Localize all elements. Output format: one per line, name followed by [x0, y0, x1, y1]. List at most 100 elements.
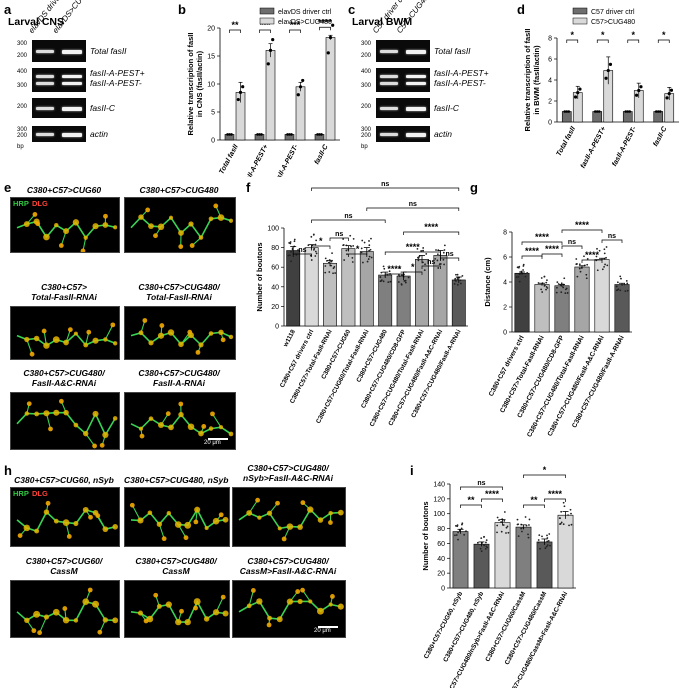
chart-i-data-point [463, 533, 466, 536]
chart-g-data-point [623, 283, 626, 286]
chart-i-data-point [546, 537, 549, 539]
gel-a-ladder-label: 300 [17, 127, 28, 133]
gel-a-ladder-label: 300 [17, 41, 28, 47]
chart-f-data-point [314, 250, 317, 253]
gel-c-ladder-label: 200 [361, 104, 372, 110]
chart-i-data-point [516, 518, 519, 521]
chart-g-data-point [617, 288, 620, 291]
chart-g-data-point [575, 258, 578, 260]
chart-i-data-point [454, 534, 456, 537]
chart-g-data-point [620, 277, 622, 280]
panel-letter-f: f [246, 180, 251, 195]
chart-b-data-point [268, 48, 273, 53]
chart-g-y-tick-label: 6 [503, 255, 507, 262]
chart-f-data-point [332, 272, 334, 275]
chart-g-data-point [566, 292, 569, 294]
chart-b-legend-label: elavDS driver ctrl [278, 9, 332, 16]
chart-f-y-tick-label: 20 [271, 304, 279, 311]
chart-b-y-tick-label: 0 [211, 138, 215, 145]
chart-b-sig-bracket [289, 29, 301, 33]
chart-f-data-point [403, 280, 406, 282]
chart-f-y-tick-label: 80 [271, 245, 279, 252]
chart-f-data-point [453, 279, 456, 282]
e-genotype-label: C380+C57>CUG60 [26, 185, 102, 195]
chart-f-sig-label: ns [344, 213, 352, 220]
e-genotype-label: C380+C57>CUG480/ FasII-A-RNAi [138, 368, 220, 388]
chart-f-data-point [456, 283, 459, 286]
chart-i-data-point [455, 534, 458, 536]
chart-f-data-point [350, 245, 352, 248]
chart-f-sig-bracket [403, 271, 423, 275]
chart-i-sig-bracket [523, 504, 545, 508]
chart-d-x-tick-label: fasII-A-PEST+ [580, 126, 608, 170]
chart-d-data-point [604, 76, 608, 80]
chart-i-sig-label: **** [485, 489, 500, 499]
gel-a-row-label: Total fasII [90, 46, 127, 56]
chart-f-data-point [423, 269, 426, 272]
chart-i-data-point [476, 541, 479, 544]
chart-b-sig-label: **** [318, 17, 333, 27]
chart-f-data-point [330, 264, 332, 267]
chart-g-data-point [576, 275, 579, 278]
chart-d-data-point [665, 96, 669, 100]
chart-b-data-point [226, 133, 229, 136]
chart-g-data-point [518, 273, 521, 276]
e-nmj-drawing [130, 203, 234, 250]
chart-b-x-tick-label: fasII-C [314, 143, 331, 166]
chart-b-data-point [286, 133, 289, 136]
h-genotype-label: C380+C57>CUG480, nSyb [124, 475, 229, 485]
chart-f-sig-label: **** [387, 264, 402, 274]
chart-i-data-point [541, 535, 543, 538]
chart-g-data-point [526, 271, 529, 274]
e-stain-dlg: DLG [32, 199, 48, 208]
chart-d-y-tick-label: 0 [548, 120, 552, 127]
chart-b-x-tick-label: fasII-A-PEST- [273, 143, 300, 177]
chart-f-data-point [380, 279, 383, 282]
chart-b-data-point [290, 133, 293, 136]
chart-f-data-point [442, 258, 445, 261]
chart-f-sig-bracket [311, 245, 331, 249]
chart-i-data-point [460, 527, 463, 530]
chart-g-y-tick-label: 2 [503, 305, 507, 312]
e-micrograph [124, 306, 236, 360]
chart-g-data-point [595, 255, 598, 258]
chart-g-x-tick-label: C380+C57 drivers ctrl [488, 335, 526, 398]
chart-f-y-axis-label: Number of boutons [255, 242, 264, 311]
chart-b-data-point [316, 133, 319, 136]
chart-d-data-point [654, 110, 658, 113]
chart-i-data-point [569, 508, 572, 511]
gel-c-band [380, 82, 398, 86]
e-micrograph [10, 392, 120, 450]
chart-b-data-point [258, 133, 261, 136]
chart-g-data-point [586, 257, 589, 260]
chart-f-data-point [346, 253, 348, 256]
chart-g-data-point [545, 288, 547, 291]
chart-b-legend-swatch [259, 17, 275, 25]
chart-f-data-point [434, 257, 437, 260]
chart-i-data-point [483, 543, 486, 546]
chart-g-data-point [601, 268, 604, 271]
chart-g-data-point [555, 291, 558, 294]
chart-f-data-point [398, 267, 401, 269]
gel-a-band [36, 132, 54, 136]
panel-letter-c: c [348, 2, 356, 17]
chart-f-data-point [389, 280, 392, 283]
chart-g-data-point [579, 270, 582, 273]
h-genotype-label: C380+C57>CUG480/ nSyb>FasII-A&C-RNAi [243, 463, 333, 483]
chart-f-data-point [312, 233, 315, 236]
h-micrograph [10, 487, 120, 547]
chart-d-bar [561, 111, 572, 123]
chart-f-data-point [400, 274, 403, 277]
chart-d-data-point [658, 110, 662, 113]
chart-i-data-point [560, 521, 563, 524]
chart-g-data-point [585, 277, 588, 280]
e-micrograph [124, 392, 236, 450]
h-nmj-drawing [238, 497, 344, 542]
chart-g-data-point [522, 265, 525, 267]
h-genotype-label: C380+C57>CUG480/ CassM [135, 556, 217, 576]
chart-b-data-point [328, 35, 333, 40]
chart-f-sig-bracket [440, 257, 460, 261]
chart-f-bar [396, 275, 411, 327]
chart-f-data-point [459, 282, 462, 285]
gel-c-bp-label: bp [361, 144, 368, 150]
